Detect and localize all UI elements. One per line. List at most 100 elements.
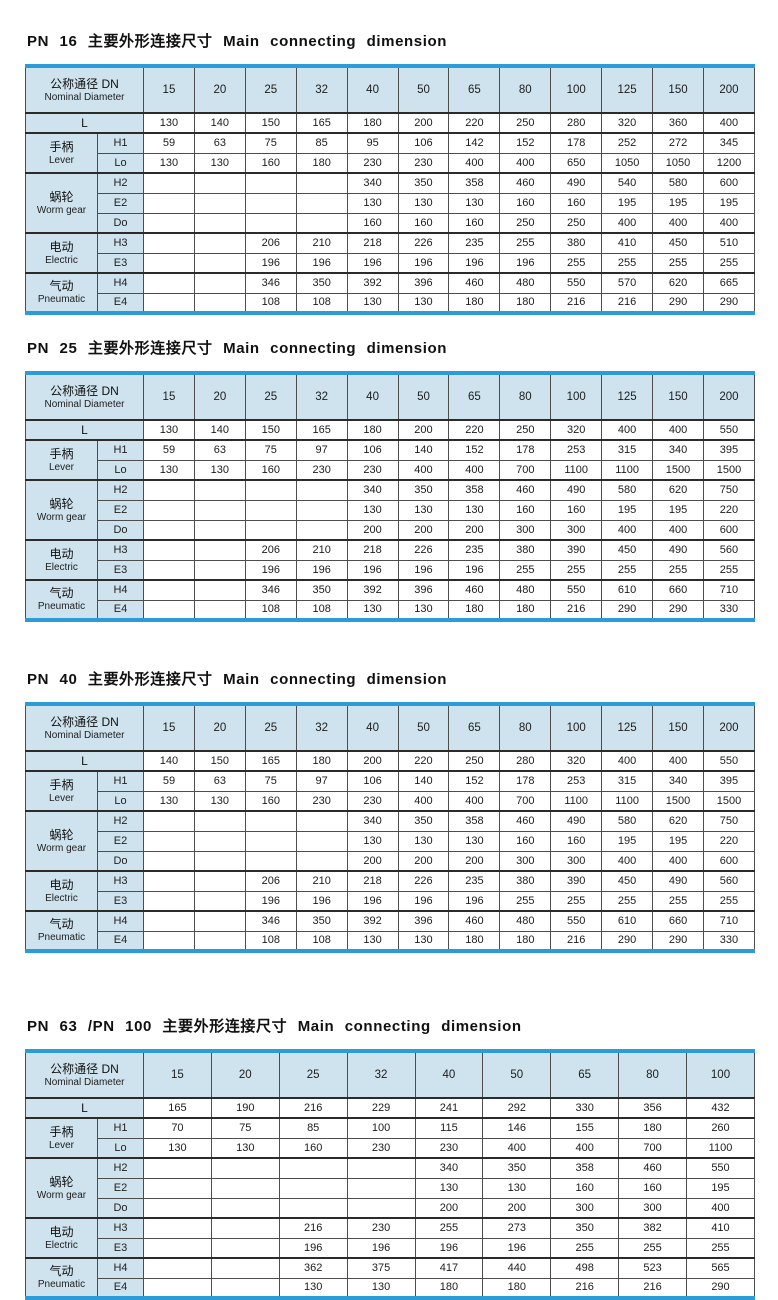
dim-cell: 570 [601, 272, 654, 294]
dim-cell: 180 [295, 152, 348, 174]
dim-cell [295, 850, 348, 872]
sub-row-label: E2 [97, 1177, 144, 1199]
dim-cell [193, 212, 246, 234]
dn-column-header: 150 [652, 372, 704, 421]
dim-cell: 255 [414, 1217, 484, 1239]
dim-cell [295, 810, 348, 832]
dim-cell [143, 890, 195, 912]
dim-cell: 560 [702, 539, 756, 561]
dim-cell: 75 [210, 1117, 280, 1139]
dim-cell: 196 [244, 252, 297, 274]
group-label-en: Lever [48, 461, 74, 473]
dim-cell: 400 [448, 790, 501, 812]
dim-cell: 196 [482, 1237, 552, 1259]
dim-cell [278, 1197, 348, 1219]
dim-cell: 330 [702, 599, 756, 621]
dim-cell: 250 [550, 212, 603, 234]
dim-cell: 450 [601, 539, 654, 561]
nominal-diameter-cn: 公称通径 DN [50, 76, 119, 91]
dim-cell [143, 292, 195, 314]
dim-cell: 250 [499, 419, 552, 441]
dim-cell: 229 [346, 1097, 416, 1119]
dim-cell: 195 [652, 192, 704, 214]
dn-column-header: 65 [448, 703, 501, 752]
group-label-cn: 气动 [49, 279, 74, 293]
sub-row-label: Do [97, 519, 144, 541]
dimension-row: Do 200 200 200 300 300 400 400 600 [26, 519, 756, 541]
dim-cell: 180 [499, 599, 552, 621]
dim-cell: 130 [397, 499, 450, 521]
dim-cell: 290 [652, 599, 704, 621]
dim-cell: 146 [482, 1117, 552, 1139]
dim-cell: 160 [499, 830, 552, 852]
dn-column-header: 100 [686, 1050, 755, 1099]
dim-cell: 350 [397, 172, 450, 194]
dim-cell: 235 [448, 232, 501, 254]
dim-cell: 216 [550, 599, 603, 621]
dim-cell: 580 [652, 172, 704, 194]
dim-cell [244, 192, 297, 214]
dim-cell [193, 579, 246, 601]
dimension-row: E4 108 108 130 130 180 180 216 216 290 290 [26, 292, 756, 314]
dim-cell: 350 [397, 810, 450, 832]
dn-column-header: 40 [346, 65, 399, 114]
group-label-cn: 蜗轮 [49, 189, 74, 204]
dimension-row: E4 130 130 180 180 216 216 290 [26, 1277, 755, 1299]
dimension-table: 公称通径 DN Nominal Diameter 15 20 25 32 40 50 65 80 1… [25, 702, 756, 953]
dimension-row: E2 130 130 160 160 195 [26, 1177, 755, 1199]
dimension-row: 手柄 Lever H1 59 63 75 85 95 106 142 152 178 252 272 345 [25, 132, 756, 174]
dim-cell: 340 [414, 1157, 484, 1179]
dim-cell [143, 499, 195, 521]
group-label-en: Lever [48, 154, 74, 166]
dim-cell: 130 [346, 499, 399, 521]
dim-cell [193, 519, 246, 541]
dim-cell [244, 479, 297, 501]
dim-cell: 230 [397, 152, 450, 174]
document-body: PN 16 主要外形连接尺寸 Main connecting dimension… [25, 30, 756, 1300]
dim-cell: 200 [397, 419, 450, 441]
dim-cell: 160 [499, 192, 552, 214]
dim-cell: 220 [448, 419, 501, 441]
dim-cell: 400 [601, 419, 654, 441]
dim-cell: 395 [702, 439, 756, 461]
dn-column-header: 20 [210, 1050, 280, 1099]
length-row: L 140 150 165 180 200 220 250 280 320 400 400 550 [25, 750, 756, 772]
dim-cell: 350 [550, 1217, 620, 1239]
length-row: L 130 140 150 165 180 200 220 250 320 400 400 550 [25, 419, 756, 441]
dim-cell [193, 499, 246, 521]
header-row: 公称通径 DN Nominal Diameter 15 20 25 32 40 50 65 80 1… [25, 703, 756, 752]
dim-cell: 392 [346, 272, 399, 294]
dn-column-header: 80 [499, 65, 552, 114]
dim-cell [193, 252, 246, 274]
dim-cell: 152 [448, 439, 501, 461]
dim-cell: 255 [702, 559, 756, 581]
dim-cell: 250 [499, 112, 552, 134]
dim-cell: 315 [601, 439, 654, 461]
dim-cell [346, 1197, 416, 1219]
dim-cell [143, 519, 195, 541]
dimension-row: 手柄 Lever H1 59 63 75 97 106 140 152 178 253 315 340 39… [25, 770, 756, 812]
group-label-cn: 气动 [49, 1264, 74, 1278]
dn-column-header: 100 [550, 703, 603, 752]
dim-cell: 480 [499, 579, 552, 601]
dim-cell [295, 479, 348, 501]
dim-cell: 216 [278, 1217, 348, 1239]
dim-cell: 180 [448, 292, 501, 314]
dim-cell: 230 [346, 790, 399, 812]
group-label: 电动 Electric [25, 1217, 98, 1259]
dim-cell: 710 [702, 579, 756, 601]
dim-cell: 432 [686, 1097, 755, 1119]
dim-cell: 230 [346, 1137, 416, 1159]
dim-cell: 400 [652, 750, 704, 772]
dn-column-header: 15 [143, 1050, 212, 1099]
dim-cell: 226 [397, 232, 450, 254]
dim-cell: 180 [618, 1117, 687, 1139]
dn-column-header: 125 [601, 65, 654, 114]
dim-cell: 358 [448, 479, 501, 501]
dim-cell [143, 1157, 212, 1179]
dim-cell [193, 850, 246, 872]
dim-cell: 358 [448, 810, 501, 832]
group-label-en: Lever [48, 1139, 74, 1151]
dim-cell: 180 [482, 1277, 552, 1299]
dim-cell: 178 [550, 132, 603, 154]
